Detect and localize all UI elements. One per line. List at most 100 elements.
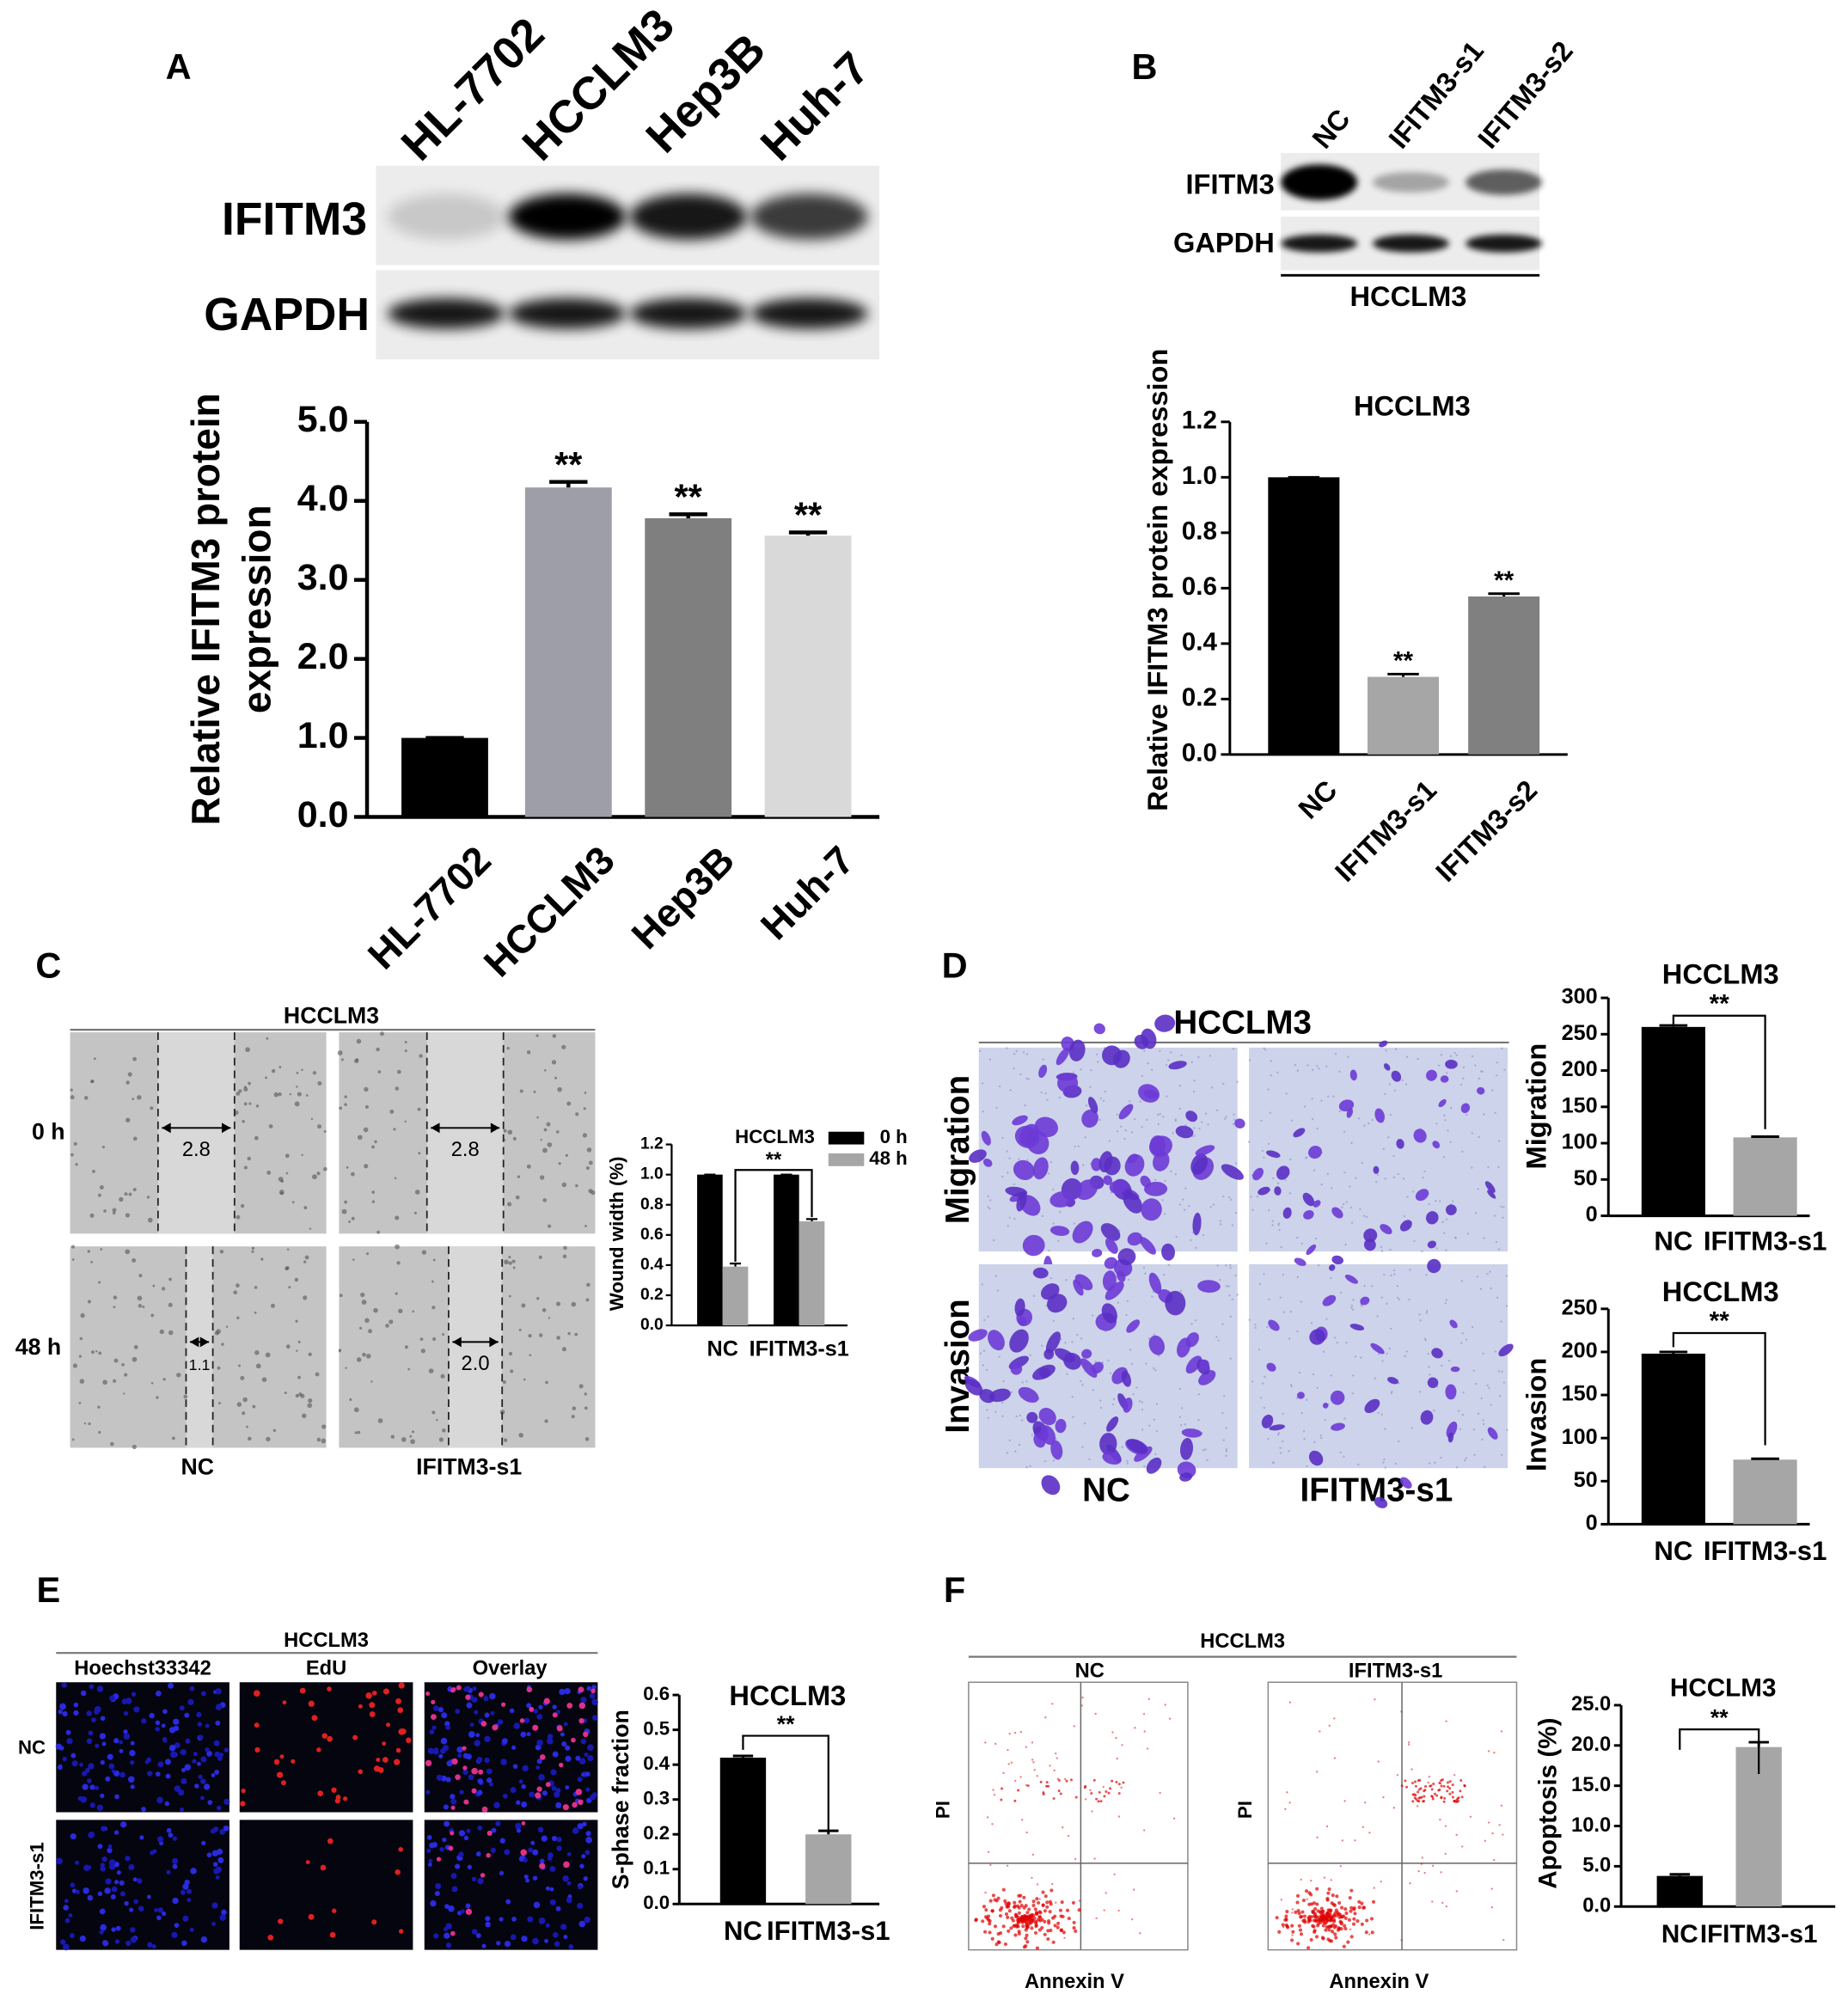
cell: [1013, 1159, 1035, 1180]
event: [1320, 1936, 1325, 1940]
pore: [1494, 1350, 1497, 1353]
edu-nucleus: [382, 1688, 389, 1695]
cell: [1252, 1167, 1264, 1181]
pore: [1303, 1105, 1306, 1108]
cell: [99, 1185, 104, 1190]
nucleus: [79, 1762, 83, 1767]
cell: [571, 1415, 575, 1419]
edu-nucleus: [280, 1780, 286, 1786]
nucleus: [578, 1885, 583, 1890]
nucleus: [544, 1938, 548, 1943]
cell: [1032, 1364, 1056, 1380]
event: [1417, 1790, 1420, 1794]
cell: [102, 1379, 107, 1385]
event: [1364, 1930, 1368, 1935]
cell: [1396, 1139, 1404, 1149]
cell: [1070, 1160, 1080, 1176]
cell: [78, 1401, 82, 1404]
cell: [80, 1312, 85, 1318]
nucleus: [219, 1914, 226, 1921]
pore: [1298, 1372, 1301, 1374]
pore: [1124, 1129, 1127, 1132]
cell: [266, 1037, 269, 1040]
edu-nucleus: [578, 1702, 586, 1710]
y-tick-label: 0.4: [643, 1752, 670, 1774]
nucleus: [211, 1922, 216, 1926]
nucleus: [104, 1887, 111, 1894]
cell: [272, 1428, 277, 1433]
nucleus: [522, 1765, 529, 1772]
event: [1400, 1939, 1403, 1942]
event: [1019, 1918, 1025, 1923]
pore: [1081, 1446, 1084, 1448]
y-axis-label: Relative IFITM3 protein: [183, 393, 228, 825]
significance: **: [777, 1711, 795, 1737]
pore: [1391, 1391, 1393, 1393]
edu-nucleus: [471, 1788, 477, 1794]
nucleus: [445, 1942, 452, 1948]
cell: [1306, 1244, 1317, 1256]
nucleus: [545, 1886, 550, 1891]
cell: [1018, 1386, 1039, 1404]
pore: [1027, 1078, 1030, 1080]
event: [1349, 1928, 1352, 1930]
nucleus: [107, 1847, 113, 1854]
nucleus: [591, 1698, 598, 1706]
y-tick-label: 0.0: [640, 1316, 664, 1334]
nucleus: [73, 1710, 79, 1716]
significance-bracket: [742, 1734, 829, 1831]
cell: [979, 1389, 995, 1404]
pore: [1153, 1333, 1155, 1336]
pore: [1221, 1411, 1224, 1415]
event: [1035, 1911, 1039, 1916]
pore: [1197, 1418, 1200, 1422]
pore: [1025, 1465, 1028, 1469]
event: [1013, 1912, 1018, 1917]
y-axis-label: Invasion: [1521, 1358, 1552, 1471]
nucleus: [75, 1860, 80, 1865]
nucleus: [161, 1723, 166, 1728]
nucleus: [499, 1838, 505, 1844]
cell: [125, 1080, 130, 1085]
cell: [98, 1281, 101, 1284]
pore: [1461, 1413, 1465, 1416]
cell: [367, 1329, 373, 1334]
event: [1321, 1924, 1325, 1928]
y-tick-label: 150: [1562, 1093, 1598, 1117]
cell: [1022, 1234, 1045, 1257]
significance: **: [1710, 1307, 1730, 1336]
nucleus: [64, 1918, 70, 1924]
x-tick-label: Hep3B: [622, 837, 743, 957]
event: [1014, 1924, 1019, 1929]
event: [1063, 1777, 1067, 1781]
cell: [289, 1092, 292, 1096]
edu-nucleus: [327, 1735, 333, 1742]
nucleus: [123, 1733, 131, 1740]
cell: [563, 1245, 567, 1251]
event: [1339, 1922, 1343, 1926]
panel-label: E: [37, 1569, 61, 1610]
nucleus: [61, 1682, 67, 1688]
cell: [377, 1070, 382, 1073]
nucleus: [527, 1916, 534, 1923]
event: [1058, 1908, 1063, 1912]
cell: [565, 1153, 568, 1157]
nucleus: [108, 1859, 116, 1866]
cell: [355, 1058, 359, 1061]
pore: [1234, 1274, 1237, 1277]
cell: [1092, 1249, 1103, 1257]
event: [1081, 1696, 1084, 1699]
pore: [1425, 1310, 1429, 1312]
cell: [171, 1436, 175, 1440]
pore: [1288, 1192, 1291, 1195]
cell: [561, 1182, 567, 1188]
pore: [1489, 1270, 1491, 1273]
pore: [1098, 1118, 1101, 1122]
cell: [248, 1081, 251, 1086]
nucleus: [63, 1905, 69, 1911]
pore: [1361, 1161, 1364, 1165]
pore: [1080, 1068, 1082, 1071]
nucleus: [172, 1897, 179, 1905]
pore: [1282, 1273, 1285, 1276]
pore: [1279, 1452, 1282, 1454]
